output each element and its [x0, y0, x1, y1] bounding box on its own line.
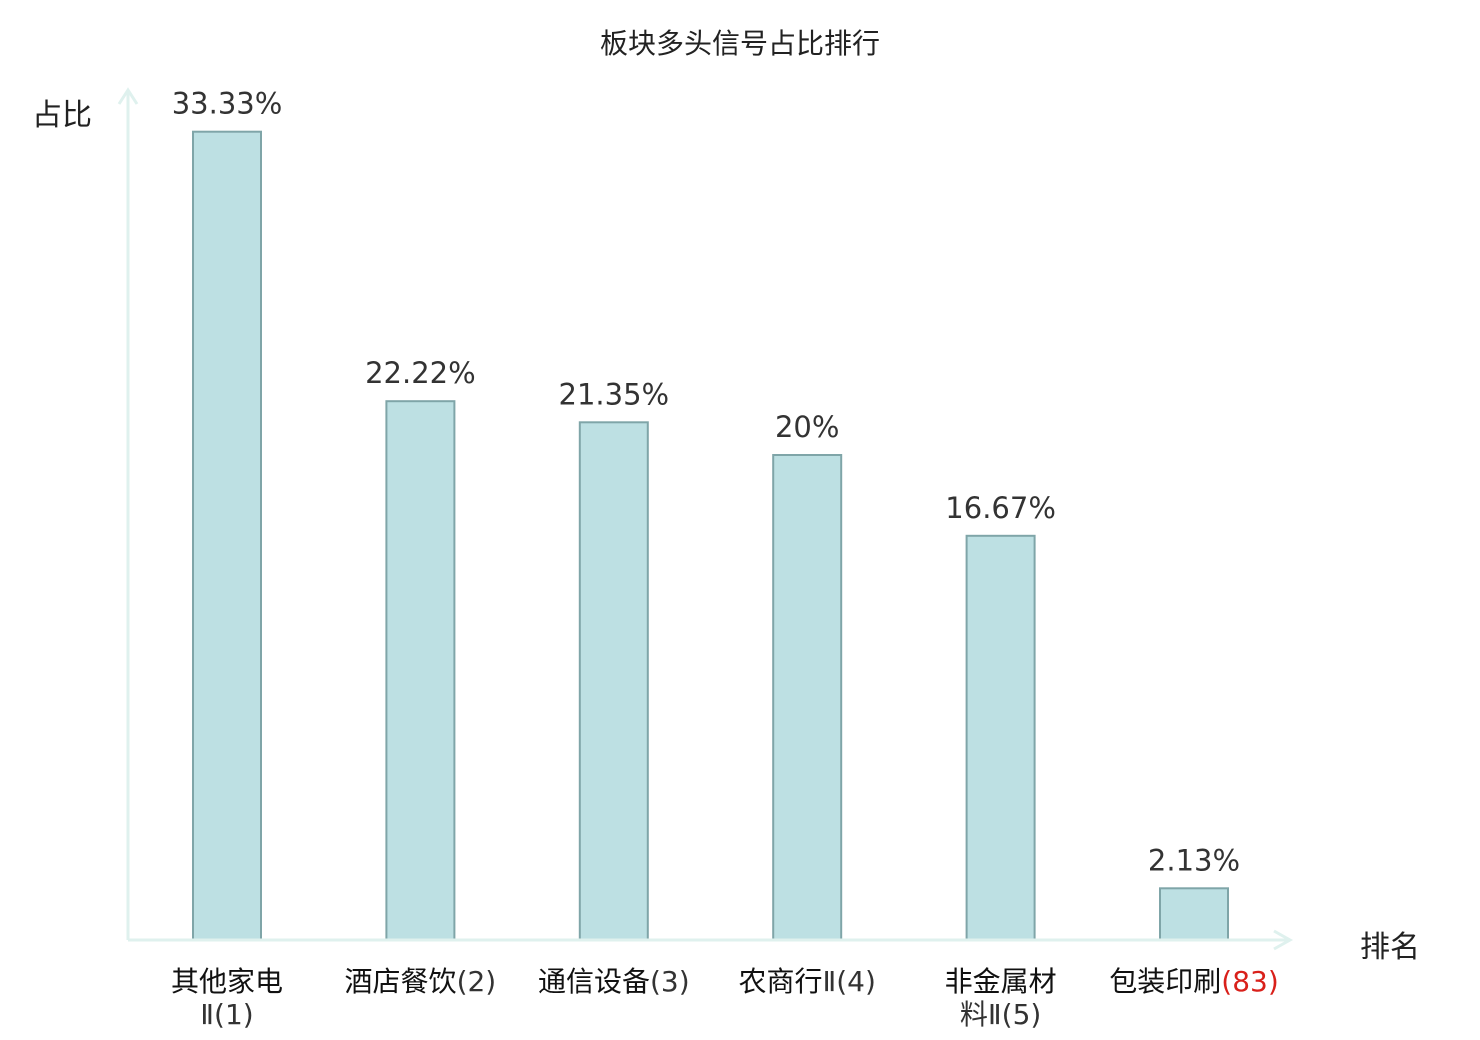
category-name: 通信设备 [537, 965, 650, 998]
category-label-1: 其他家电 Ⅱ(1) [137, 965, 317, 1031]
value-label-4: 20% [775, 410, 839, 444]
category-name: 农商行 [738, 965, 823, 998]
value-label-1: 33.33% [172, 87, 283, 121]
category-rank: (3) [649, 965, 690, 998]
value-label-5: 16.67% [945, 491, 1056, 525]
category-label-5: 非金属材 料Ⅱ(5) [911, 965, 1091, 1031]
bar-6 [1159, 887, 1229, 941]
category-name: 包装印刷 [1109, 965, 1222, 998]
category-rank: 料Ⅱ(5) [959, 998, 1042, 1031]
x-axis-arrow [1273, 929, 1294, 951]
category-label-2: 酒店餐饮(2) [320, 965, 520, 998]
bar-5 [965, 534, 1036, 941]
y-axis-label: 占比 [32, 98, 92, 133]
value-labels-layer: 33.33% 22.22% 21.35% 20% 16.67% 2.13% [172, 87, 1240, 878]
bar-2 [385, 400, 456, 941]
category-rank: (83) [1221, 965, 1279, 998]
category-rank: Ⅱ(1) [200, 998, 254, 1031]
x-axis-label: 排名 [1360, 930, 1420, 965]
axes-layer [117, 87, 1294, 951]
category-label-4: 农商行Ⅱ(4) [707, 965, 907, 998]
category-label-3: 通信设备(3) [514, 965, 714, 998]
category-name: 非金属材 [944, 965, 1057, 998]
chart-title: 板块多头信号占比排行 [599, 27, 880, 60]
value-label-3: 21.35% [559, 377, 670, 411]
category-rank: (2) [456, 965, 497, 998]
category-rank: Ⅱ(4) [822, 965, 876, 998]
value-label-2: 22.22% [365, 356, 476, 390]
category-name: 酒店餐饮 [344, 965, 457, 998]
category-label-6: 包装印刷(83) [1094, 965, 1294, 998]
bars-layer [192, 130, 1229, 941]
y-axis-arrow [117, 87, 139, 105]
bar-4 [772, 454, 843, 941]
value-label-6: 2.13% [1148, 843, 1240, 877]
category-name: 其他家电 [170, 965, 283, 998]
bar-1 [192, 130, 262, 941]
bar-3 [578, 421, 649, 941]
